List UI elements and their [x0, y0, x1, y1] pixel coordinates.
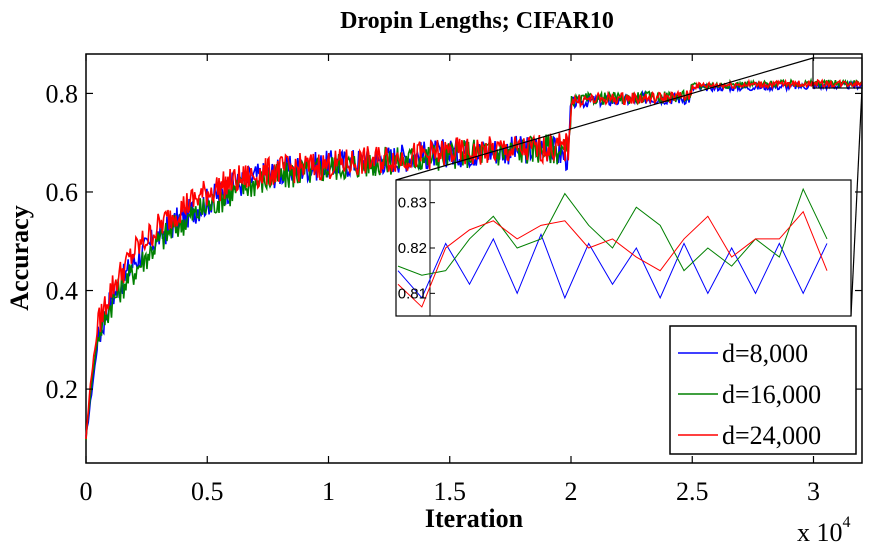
- x-axis-ticks: 0 0.5 1 1.5 2 2.5 3: [80, 54, 820, 506]
- y-axis-label: Accuracy: [5, 205, 34, 310]
- x-tick-label: 2.5: [676, 477, 709, 506]
- x-tick-label: 2: [565, 477, 578, 506]
- x-tick-label: 1: [322, 477, 335, 506]
- inset-frame: [395, 179, 852, 317]
- zoom-connector-left: [395, 57, 814, 181]
- y-axis-ticks: 0.2 0.4 0.6 0.8: [46, 79, 862, 404]
- legend-label-1: d=8,000: [722, 339, 808, 368]
- x-tick-label: 1.5: [434, 477, 467, 506]
- y-tick-label: 0.2: [46, 375, 79, 404]
- legend: d=8,000 d=16,000 d=24,000: [669, 325, 857, 455]
- main-series-group: [85, 77, 863, 441]
- zoom-region-box: [812, 57, 863, 89]
- legend-label-2: d=16,000: [722, 380, 821, 409]
- x-axis-label: Iteration: [425, 504, 524, 533]
- y-tick-label: 0.6: [46, 178, 79, 207]
- chart-title: Dropin Lengths; CIFAR10: [340, 8, 614, 34]
- y-tick-label: 0.8: [46, 79, 79, 108]
- zoom-connector-right: [850, 87, 863, 317]
- x-multiplier-label: x 104: [797, 514, 851, 544]
- inset-series-line-3: [397, 210, 828, 308]
- series-line-3: [85, 78, 863, 440]
- inset-y-ticks: 0.81 0.82 0.83: [398, 195, 435, 302]
- legend-label-3: d=24,000: [722, 421, 821, 450]
- legend-box: [669, 325, 857, 455]
- inset-y-tick-label: 0.82: [398, 240, 427, 257]
- inset-series-line-1: [397, 233, 828, 300]
- x-tick-label: 0.5: [191, 477, 224, 506]
- inset-y-tick-label: 0.81: [398, 285, 427, 302]
- series-line-2: [85, 77, 863, 441]
- inset-y-tick-label: 0.83: [398, 195, 427, 212]
- inset-series-group: [397, 187, 828, 308]
- y-tick-label: 0.4: [46, 277, 79, 306]
- x-tick-label: 0: [80, 477, 93, 506]
- x-tick-label: 3: [807, 477, 820, 506]
